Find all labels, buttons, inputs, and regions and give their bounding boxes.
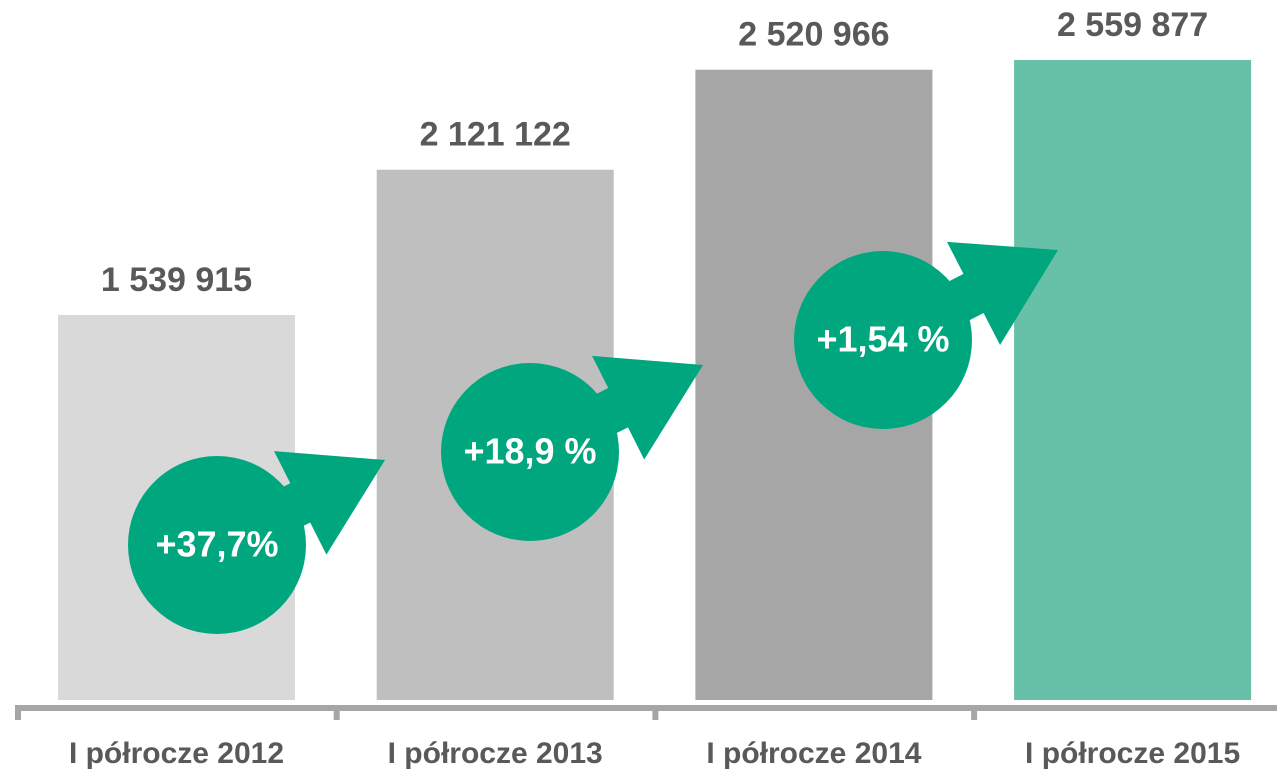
growth-badge [794, 251, 972, 429]
growth-label: +1,54 % [816, 319, 949, 360]
value-label: 2 121 122 [420, 116, 571, 154]
x-tick-label: I półrocze 2013 [388, 737, 603, 770]
growth-badge [441, 363, 619, 541]
value-label: 2 520 966 [738, 16, 889, 54]
x-tick-label: I półrocze 2014 [706, 737, 921, 770]
x-tick-label: I półrocze 2012 [69, 737, 284, 770]
value-label: 1 539 915 [101, 261, 252, 299]
value-label: 2 559 877 [1057, 6, 1208, 44]
bar [1014, 60, 1252, 700]
growth-label: +37,7% [155, 524, 278, 565]
growth-badge [128, 456, 306, 634]
x-tick-label: I półrocze 2015 [1025, 737, 1240, 770]
growth-label: +18,9 % [463, 431, 596, 472]
